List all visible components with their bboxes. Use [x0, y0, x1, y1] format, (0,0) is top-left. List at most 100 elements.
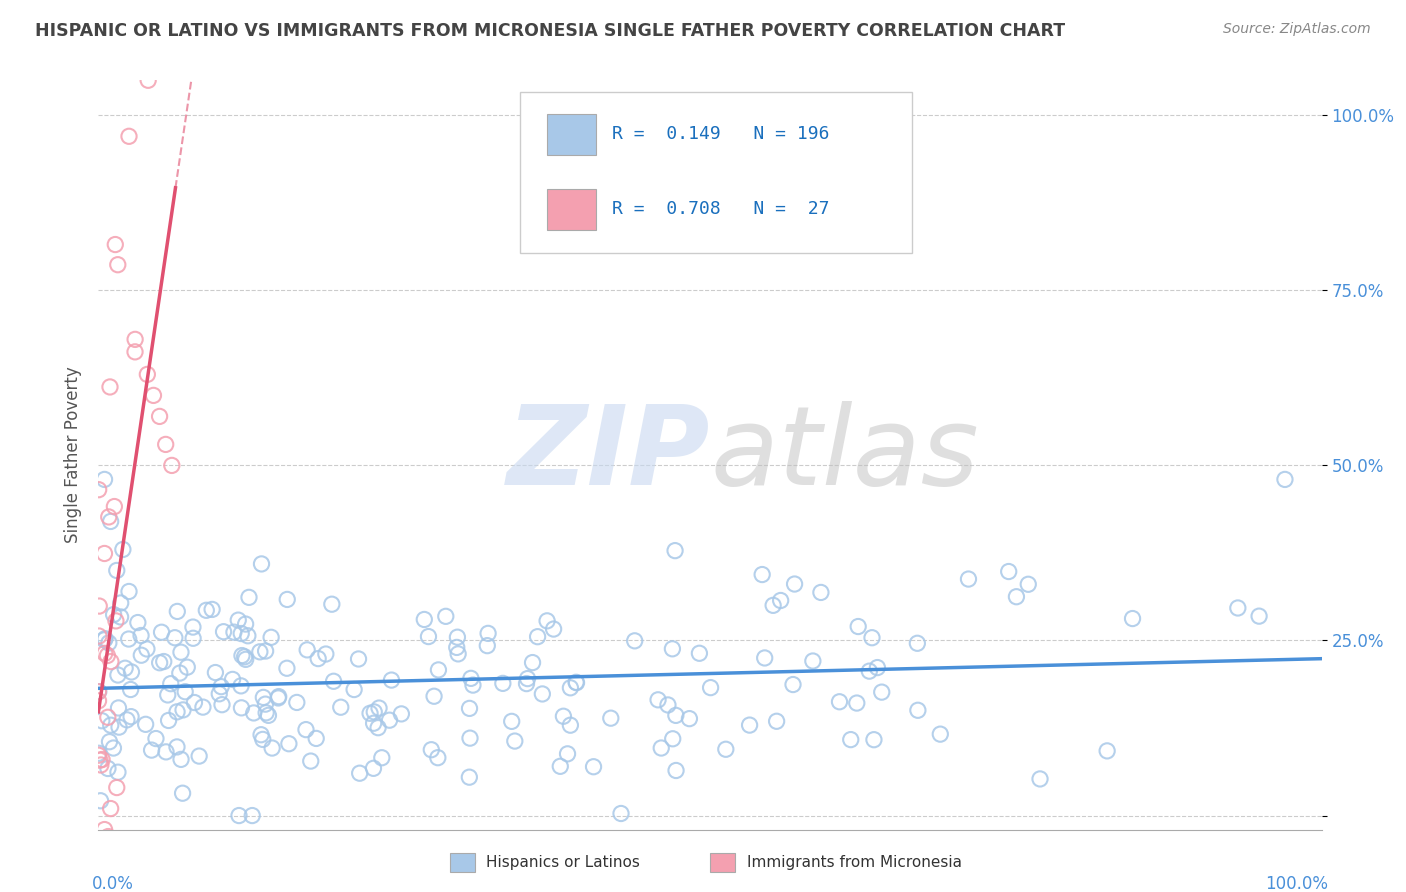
- Point: [426, 750, 449, 764]
- Point: [100, 718, 122, 732]
- Point: [87, 748, 110, 763]
- Point: [371, 750, 394, 764]
- Point: [252, 732, 274, 747]
- Bar: [710, 853, 735, 872]
- Text: 0.0%: 0.0%: [93, 874, 134, 892]
- Point: [858, 664, 880, 678]
- Point: [87, 684, 110, 698]
- Text: HISPANIC OR LATINO VS IMMIGRANTS FROM MICRONESIA SINGLE FATHER POVERTY CORRELATI: HISPANIC OR LATINO VS IMMIGRANTS FROM MI…: [35, 22, 1066, 40]
- Point: [997, 565, 1019, 579]
- Point: [120, 709, 142, 723]
- Text: Immigrants from Micronesia: Immigrants from Micronesia: [747, 855, 962, 870]
- Point: [159, 676, 181, 690]
- Point: [163, 631, 186, 645]
- Point: [87, 844, 110, 858]
- Point: [267, 690, 290, 704]
- Point: [477, 639, 499, 653]
- Point: [678, 712, 700, 726]
- Point: [93, 472, 115, 486]
- Point: [329, 700, 352, 714]
- Text: R =  0.149   N = 196: R = 0.149 N = 196: [612, 125, 830, 144]
- Point: [661, 641, 683, 656]
- Point: [105, 564, 128, 578]
- Point: [188, 749, 211, 764]
- Point: [181, 620, 204, 634]
- Point: [623, 633, 645, 648]
- Point: [111, 542, 134, 557]
- Point: [447, 647, 470, 661]
- Point: [321, 597, 343, 611]
- Point: [98, 380, 121, 394]
- Point: [536, 614, 558, 628]
- Point: [1274, 472, 1296, 486]
- Point: [1017, 577, 1039, 591]
- Point: [738, 718, 761, 732]
- Point: [231, 648, 253, 663]
- Point: [250, 728, 273, 742]
- Point: [661, 731, 683, 746]
- Point: [231, 701, 253, 715]
- Point: [155, 437, 177, 451]
- Point: [142, 388, 165, 402]
- Text: R =  0.708   N =  27: R = 0.708 N = 27: [612, 200, 830, 219]
- Point: [166, 705, 188, 719]
- Point: [157, 714, 180, 728]
- Bar: [450, 853, 475, 872]
- Point: [87, 684, 110, 698]
- Point: [254, 697, 277, 711]
- Point: [446, 640, 468, 655]
- Point: [89, 599, 111, 613]
- Point: [93, 546, 115, 560]
- Point: [238, 591, 260, 605]
- Point: [907, 703, 929, 717]
- Text: atlas: atlas: [710, 401, 979, 508]
- Point: [90, 714, 112, 728]
- Point: [548, 759, 571, 773]
- Point: [87, 844, 110, 858]
- Point: [299, 754, 322, 768]
- Point: [267, 690, 290, 705]
- Point: [423, 690, 446, 704]
- Point: [250, 557, 273, 571]
- Point: [204, 665, 226, 680]
- Point: [124, 332, 146, 346]
- Point: [477, 626, 499, 640]
- Point: [751, 567, 773, 582]
- Point: [929, 727, 952, 741]
- Point: [211, 698, 233, 712]
- Point: [170, 752, 193, 766]
- Point: [174, 684, 197, 698]
- Point: [90, 758, 112, 772]
- Point: [118, 584, 141, 599]
- Point: [254, 706, 277, 720]
- Point: [201, 602, 224, 616]
- Point: [276, 592, 298, 607]
- Point: [191, 700, 214, 714]
- Point: [93, 822, 115, 837]
- Point: [212, 624, 235, 639]
- Point: [839, 732, 862, 747]
- Point: [460, 671, 482, 685]
- Point: [599, 711, 621, 725]
- Point: [149, 409, 172, 424]
- Point: [754, 651, 776, 665]
- Point: [1005, 590, 1028, 604]
- Point: [156, 688, 179, 702]
- Point: [295, 643, 318, 657]
- Point: [231, 626, 253, 640]
- Point: [322, 674, 344, 689]
- Point: [235, 652, 257, 666]
- Point: [413, 612, 436, 626]
- Point: [135, 642, 157, 657]
- Point: [870, 685, 893, 699]
- Point: [235, 617, 257, 632]
- Point: [543, 622, 565, 636]
- Point: [1095, 744, 1118, 758]
- Point: [152, 655, 174, 669]
- Point: [801, 654, 824, 668]
- Point: [115, 713, 138, 727]
- Point: [363, 716, 385, 731]
- Point: [90, 794, 112, 808]
- Point: [363, 761, 385, 775]
- Point: [783, 577, 806, 591]
